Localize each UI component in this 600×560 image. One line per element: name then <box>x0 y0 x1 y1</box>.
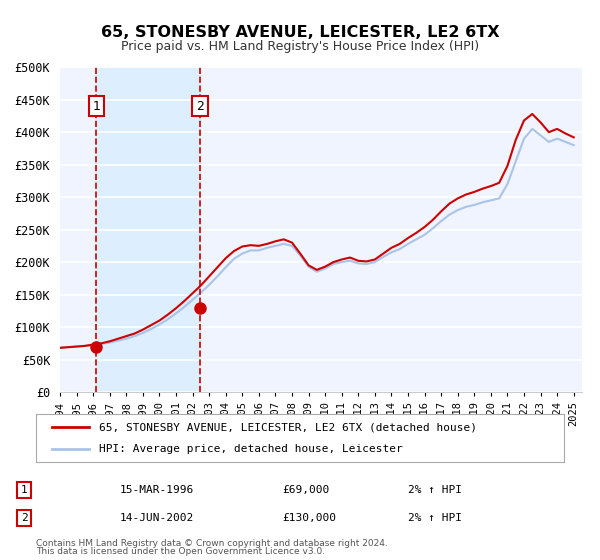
Bar <box>97 67 200 392</box>
Text: HPI: Average price, detached house, Leicester: HPI: Average price, detached house, Leic… <box>100 444 403 454</box>
Text: Price paid vs. HM Land Registry's House Price Index (HPI): Price paid vs. HM Land Registry's House … <box>121 40 479 53</box>
Text: £130,000: £130,000 <box>282 513 336 523</box>
Text: 65, STONESBY AVENUE, LEICESTER, LE2 6TX (detached house): 65, STONESBY AVENUE, LEICESTER, LE2 6TX … <box>100 422 478 432</box>
Text: 2: 2 <box>20 513 28 523</box>
Text: 2% ↑ HPI: 2% ↑ HPI <box>408 513 462 523</box>
Text: 14-JUN-2002: 14-JUN-2002 <box>120 513 194 523</box>
Text: 2% ↑ HPI: 2% ↑ HPI <box>408 485 462 495</box>
Text: 1: 1 <box>20 485 28 495</box>
Text: 15-MAR-1996: 15-MAR-1996 <box>120 485 194 495</box>
Text: 65, STONESBY AVENUE, LEICESTER, LE2 6TX: 65, STONESBY AVENUE, LEICESTER, LE2 6TX <box>101 25 499 40</box>
Text: £69,000: £69,000 <box>282 485 329 495</box>
Text: Contains HM Land Registry data © Crown copyright and database right 2024.: Contains HM Land Registry data © Crown c… <box>36 539 388 548</box>
Text: 2: 2 <box>196 100 204 113</box>
Text: 1: 1 <box>92 100 100 113</box>
Text: This data is licensed under the Open Government Licence v3.0.: This data is licensed under the Open Gov… <box>36 547 325 556</box>
